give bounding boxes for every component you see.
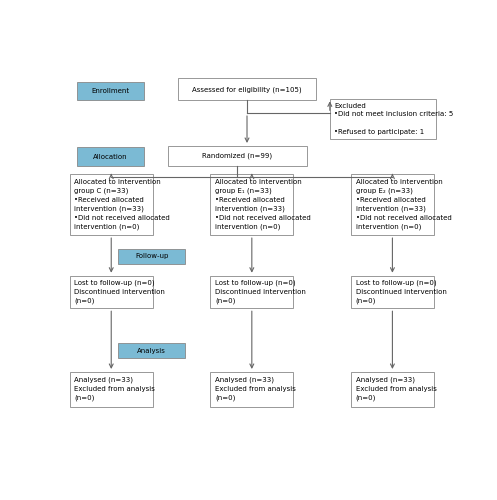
Text: Randomized (n=99): Randomized (n=99) xyxy=(202,152,272,159)
FancyBboxPatch shape xyxy=(168,146,307,166)
Text: Lost to follow-up (n=0)
Discontinued intervention
(n=0): Lost to follow-up (n=0) Discontinued int… xyxy=(215,280,306,304)
FancyBboxPatch shape xyxy=(70,276,153,308)
Text: Analysed (n=33)
Excluded from analysis
(n=0): Analysed (n=33) Excluded from analysis (… xyxy=(215,377,296,402)
Text: Analysed (n=33)
Excluded from analysis
(n=0): Analysed (n=33) Excluded from analysis (… xyxy=(356,377,436,402)
FancyBboxPatch shape xyxy=(351,276,434,308)
FancyBboxPatch shape xyxy=(77,148,144,166)
Text: Analysed (n=33)
Excluded from analysis
(n=0): Analysed (n=33) Excluded from analysis (… xyxy=(75,377,156,402)
FancyBboxPatch shape xyxy=(351,372,434,406)
Text: Allocated to intervention
group E₂ (n=33)
•Received allocated
intervention (n=33: Allocated to intervention group E₂ (n=33… xyxy=(356,179,451,230)
Text: Lost to follow-up (n=0)
Discontinued intervention
(n=0): Lost to follow-up (n=0) Discontinued int… xyxy=(356,280,446,304)
FancyBboxPatch shape xyxy=(210,276,293,308)
FancyBboxPatch shape xyxy=(210,372,293,406)
FancyBboxPatch shape xyxy=(118,248,185,264)
FancyBboxPatch shape xyxy=(351,174,434,235)
FancyBboxPatch shape xyxy=(210,174,293,235)
FancyBboxPatch shape xyxy=(70,174,153,235)
Text: Follow-up: Follow-up xyxy=(135,254,168,260)
Text: Assessed for eligibility (n=105): Assessed for eligibility (n=105) xyxy=(192,86,302,92)
Text: Allocated to intervention
group C (n=33)
•Received allocated
intervention (n=33): Allocated to intervention group C (n=33)… xyxy=(75,179,170,230)
FancyBboxPatch shape xyxy=(178,78,316,100)
Text: Analysis: Analysis xyxy=(137,348,166,354)
Text: Allocated to intervention
group E₁ (n=33)
•Received allocated
intervention (n=33: Allocated to intervention group E₁ (n=33… xyxy=(215,179,311,230)
FancyBboxPatch shape xyxy=(77,82,144,100)
FancyBboxPatch shape xyxy=(330,98,436,139)
Text: Excluded
•Did not meet inclusion criteria: 5

•Refused to participate: 1: Excluded •Did not meet inclusion criteri… xyxy=(334,102,454,135)
FancyBboxPatch shape xyxy=(118,343,185,358)
FancyBboxPatch shape xyxy=(70,372,153,406)
Text: Lost to follow-up (n=0)
Discontinued intervention
(n=0): Lost to follow-up (n=0) Discontinued int… xyxy=(75,280,166,304)
Text: Enrollment: Enrollment xyxy=(91,88,130,94)
Text: Allocation: Allocation xyxy=(93,154,128,160)
